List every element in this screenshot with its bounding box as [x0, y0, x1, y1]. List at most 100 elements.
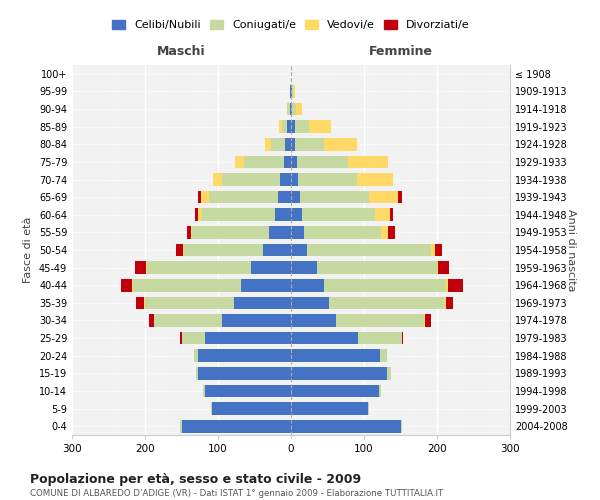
Bar [287, 120, 291, 133]
Bar [149, 314, 154, 327]
Bar [398, 191, 402, 203]
Bar [437, 262, 439, 274]
Bar [287, 102, 290, 116]
Bar [135, 262, 146, 274]
Bar [291, 279, 324, 291]
Bar [285, 138, 291, 150]
Bar [197, 350, 291, 362]
Y-axis label: Anni di nascita: Anni di nascita [566, 209, 576, 291]
Bar [209, 191, 278, 203]
Bar [291, 191, 300, 203]
Bar [388, 226, 395, 238]
Bar [297, 156, 348, 168]
Bar [291, 244, 307, 256]
Bar [280, 120, 281, 133]
Bar [292, 85, 293, 98]
Bar [187, 226, 191, 238]
Bar [291, 314, 336, 327]
Bar [176, 244, 183, 256]
Bar [213, 173, 221, 186]
Bar [309, 120, 331, 133]
Bar [271, 138, 285, 150]
Bar [269, 226, 291, 238]
Bar [194, 350, 197, 362]
Bar [136, 296, 143, 309]
Bar [291, 420, 401, 432]
Bar [251, 262, 291, 274]
Bar [193, 226, 269, 238]
Bar [290, 85, 291, 98]
Bar [401, 420, 402, 432]
Bar [380, 350, 388, 362]
Bar [184, 244, 263, 256]
Bar [291, 156, 297, 168]
Bar [435, 244, 442, 256]
Bar [221, 314, 291, 327]
Bar [291, 120, 295, 133]
Bar [302, 208, 375, 221]
Bar [291, 208, 302, 221]
Bar [431, 244, 435, 256]
Bar [284, 156, 291, 168]
Bar [375, 208, 389, 221]
Bar [221, 173, 280, 186]
Bar [402, 332, 403, 344]
Bar [389, 208, 393, 221]
Bar [180, 332, 182, 344]
Bar [196, 367, 197, 380]
Bar [181, 332, 205, 344]
Bar [424, 314, 425, 327]
Bar [291, 262, 317, 274]
Bar [203, 384, 205, 398]
Bar [307, 244, 431, 256]
Bar [132, 279, 133, 291]
Bar [291, 85, 292, 98]
Text: Popolazione per età, sesso e stato civile - 2009: Popolazione per età, sesso e stato civil… [30, 472, 361, 486]
Bar [244, 156, 284, 168]
Bar [293, 85, 295, 98]
Bar [275, 208, 291, 221]
Bar [329, 296, 445, 309]
Bar [278, 191, 291, 203]
Bar [183, 244, 184, 256]
Bar [291, 138, 295, 150]
Text: COMUNE DI ALBAREDO D'ADIGE (VR) - Dati ISTAT 1° gennaio 2009 - Elaborazione TUTT: COMUNE DI ALBAREDO D'ADIGE (VR) - Dati I… [30, 489, 443, 498]
Bar [295, 138, 324, 150]
Bar [291, 384, 379, 398]
Bar [291, 102, 292, 116]
Bar [281, 120, 287, 133]
Bar [358, 332, 402, 344]
Bar [146, 262, 147, 274]
Bar [234, 296, 291, 309]
Bar [197, 367, 291, 380]
Bar [379, 384, 381, 398]
Text: Femmine: Femmine [368, 44, 433, 58]
Bar [147, 262, 251, 274]
Bar [446, 279, 448, 291]
Bar [292, 102, 296, 116]
Bar [205, 384, 291, 398]
Bar [296, 102, 302, 116]
Bar [265, 138, 271, 150]
Bar [205, 332, 291, 344]
Bar [121, 279, 132, 291]
Bar [291, 350, 380, 362]
Bar [368, 402, 369, 415]
Bar [336, 314, 424, 327]
Bar [198, 208, 202, 221]
Bar [197, 191, 201, 203]
Bar [295, 120, 309, 133]
Bar [211, 402, 212, 415]
Bar [444, 296, 446, 309]
Bar [324, 279, 446, 291]
Bar [369, 191, 398, 203]
Bar [291, 332, 358, 344]
Bar [348, 156, 388, 168]
Bar [145, 296, 234, 309]
Bar [202, 208, 275, 221]
Bar [446, 296, 453, 309]
Bar [280, 173, 291, 186]
Bar [201, 191, 209, 203]
Bar [180, 420, 182, 432]
Bar [194, 208, 198, 221]
